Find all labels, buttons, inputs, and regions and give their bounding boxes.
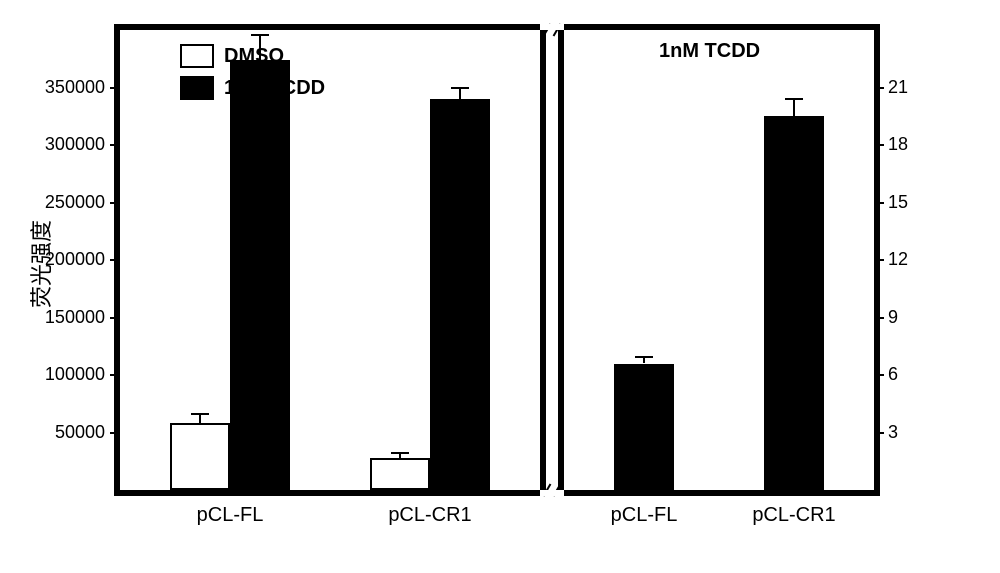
r-ytick — [874, 259, 884, 261]
l-ytick-label: 100000 — [25, 364, 105, 385]
l-ytick — [110, 317, 120, 319]
r-ytick — [874, 144, 884, 146]
r-ytick-label: 21 — [888, 77, 938, 98]
r-ytick-label: 9 — [888, 307, 938, 328]
error-bar — [793, 99, 795, 116]
r-xcat-label: pCL-FL — [584, 504, 704, 527]
r-ytick-label: 15 — [888, 192, 938, 213]
l-border-right — [540, 24, 546, 496]
l-ytick — [110, 432, 120, 434]
l-ytick-label: 300000 — [25, 134, 105, 155]
l-xcat-label: pCL-CR1 — [370, 504, 490, 527]
l-ytick — [110, 374, 120, 376]
l-ytick-label: 50000 — [25, 422, 105, 443]
error-bar — [643, 357, 645, 364]
error-cap — [451, 87, 469, 89]
error-bar — [199, 414, 201, 423]
error-cap — [251, 34, 269, 36]
r-border-bottom — [558, 490, 880, 496]
r-ytick — [874, 374, 884, 376]
r-ytick-label: 12 — [888, 249, 938, 270]
l-xcat-label: pCL-FL — [170, 504, 290, 527]
l-yaxis-title: 荧光强度 — [24, 194, 56, 334]
l-ytick — [110, 144, 120, 146]
l-ytick-label: 350000 — [25, 77, 105, 98]
l-ytick — [110, 202, 120, 204]
l-border-top — [114, 24, 546, 30]
legend-swatch — [180, 76, 214, 100]
l-ytick — [110, 259, 120, 261]
error-bar — [459, 88, 461, 100]
legend-label: DMSO — [224, 45, 284, 68]
axis-break-gap — [540, 24, 564, 30]
r-ytick-label: 6 — [888, 364, 938, 385]
r-border-top — [558, 24, 880, 30]
r-ytick — [874, 202, 884, 204]
error-cap — [785, 98, 803, 100]
r-border-left — [558, 24, 564, 496]
r-ytick-label: 18 — [888, 134, 938, 155]
r-ytick-label: 3 — [888, 422, 938, 443]
legend-swatch — [180, 44, 214, 68]
figure-root: 5000010000015000020000025000030000035000… — [0, 0, 1000, 573]
r-panel-title: 1nM TCDD — [659, 40, 760, 63]
r-ytick — [874, 317, 884, 319]
r-bar-pCL-CR1 — [764, 116, 824, 490]
legend-label: 1nM TCDD — [224, 77, 325, 100]
l-bar-pCL-CR1-DMSO — [370, 458, 430, 490]
r-xcat-label: pCL-CR1 — [734, 504, 854, 527]
r-bar-pCL-FL — [614, 364, 674, 491]
l-bar-pCL-CR1-1nM TCDD — [430, 99, 490, 490]
error-cap — [191, 413, 209, 415]
r-ytick — [874, 432, 884, 434]
axis-break-gap — [540, 490, 564, 496]
l-bar-pCL-FL-1nM TCDD — [230, 60, 290, 490]
l-ytick — [110, 87, 120, 89]
l-bar-pCL-FL-DMSO — [170, 423, 230, 490]
error-cap — [391, 452, 409, 454]
r-ytick — [874, 87, 884, 89]
l-border-bottom — [114, 490, 546, 496]
error-cap — [635, 356, 653, 358]
